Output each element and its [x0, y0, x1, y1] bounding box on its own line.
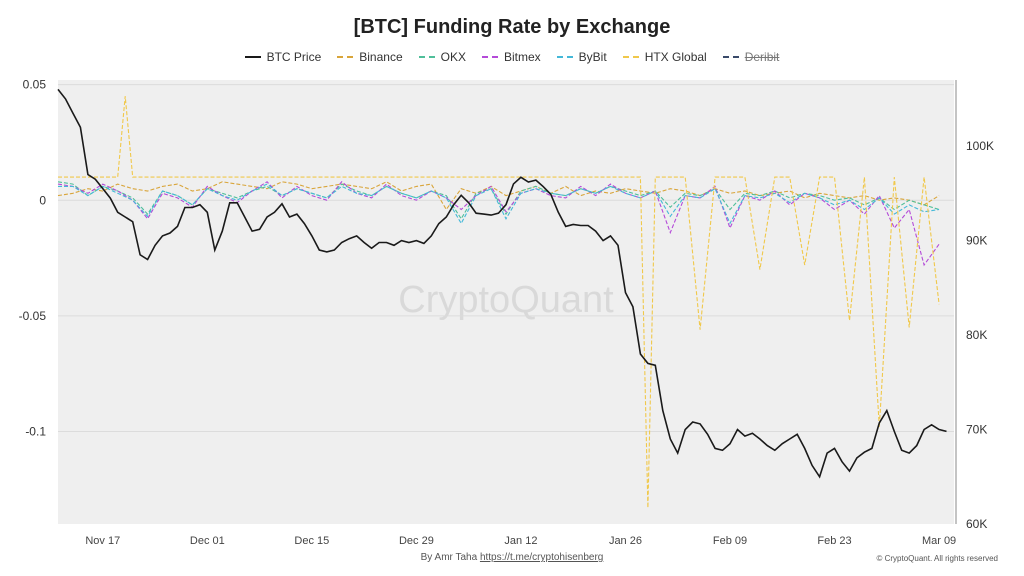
- series-line-bitmex: [57, 181, 940, 267]
- legend-item-binance[interactable]: Binance: [337, 50, 403, 64]
- legend-swatch: [622, 56, 639, 58]
- legend-label: Binance: [359, 50, 403, 64]
- series-line-btc-price: [57, 88, 947, 479]
- x-tick-label: Feb 09: [713, 535, 747, 547]
- legend-swatch: [337, 56, 354, 58]
- y-right-tick-label: 60K: [966, 517, 987, 531]
- legend-label: HTX Global: [644, 50, 707, 64]
- x-tick-label: Jan 26: [609, 535, 642, 547]
- legend-swatch: [722, 56, 739, 58]
- y-right-tick-label: 100K: [966, 139, 994, 153]
- legend-swatch: [481, 56, 498, 58]
- y-right-tick-label: 80K: [966, 328, 987, 342]
- legend-item-okx[interactable]: OKX: [418, 50, 466, 64]
- series-line-bybit: [58, 183, 940, 225]
- legend-item-deribit[interactable]: Deribit: [722, 50, 780, 64]
- copyright-notice: © CryptoQuant. All rights reserved: [876, 554, 999, 563]
- x-tick-label: Jan 12: [504, 535, 537, 547]
- x-tick-label: Feb 23: [817, 535, 851, 547]
- legend-item-htx[interactable]: HTX Global: [622, 50, 707, 64]
- series-line-okx: [57, 181, 940, 220]
- legend-swatch: [556, 56, 573, 58]
- y-left-tick-label: 0: [39, 193, 46, 207]
- x-tick-label: Dec 15: [294, 535, 329, 547]
- watermark: CryptoQuant: [398, 279, 614, 321]
- y-right-tick-label: 70K: [966, 423, 987, 437]
- legend-label: BTC Price: [266, 50, 322, 64]
- legend-swatch: [244, 56, 261, 58]
- x-tick-label: Nov 17: [85, 535, 120, 547]
- y-right-tick-label: 90K: [966, 234, 987, 248]
- y-left-tick-label: -0.1: [25, 425, 46, 439]
- chart-title: [BTC] Funding Rate by Exchange: [353, 16, 671, 38]
- grid-layer: [58, 84, 954, 432]
- x-tick-label: Mar 09: [922, 535, 956, 547]
- legend-label: Bitmex: [503, 50, 541, 64]
- legend-item-bitmex[interactable]: Bitmex: [481, 50, 541, 64]
- footer: By Amr Taha https://t.me/cryptohisenberg: [0, 552, 1024, 563]
- legend-label: OKX: [440, 50, 466, 64]
- x-tick-label: Dec 29: [399, 535, 434, 547]
- legend-swatch: [418, 56, 435, 58]
- axis-layer: 0.05 0 -0.05 -0.1 100K 90K 80K 70K 60K Nov 17 Dec …: [19, 78, 994, 547]
- y-left-tick-label: -0.05: [19, 309, 47, 323]
- series-layer: [57, 88, 947, 508]
- series-line-htx: [58, 96, 940, 508]
- legend-label: ByBit: [578, 50, 607, 64]
- x-tick-label: Dec 01: [190, 535, 225, 547]
- y-left-tick-label: 0.05: [23, 78, 47, 92]
- legend-label: Deribit: [744, 50, 780, 64]
- legend-item-bybit[interactable]: ByBit: [556, 50, 607, 64]
- footer-author: By Amr Taha: [420, 552, 478, 563]
- chart-legend: BTC Price Binance OKX Bitmex ByBit HTX Global…: [0, 50, 1024, 64]
- legend-item-btc-price[interactable]: BTC Price: [244, 50, 322, 64]
- footer-link[interactable]: https://t.me/cryptohisenberg: [479, 552, 604, 563]
